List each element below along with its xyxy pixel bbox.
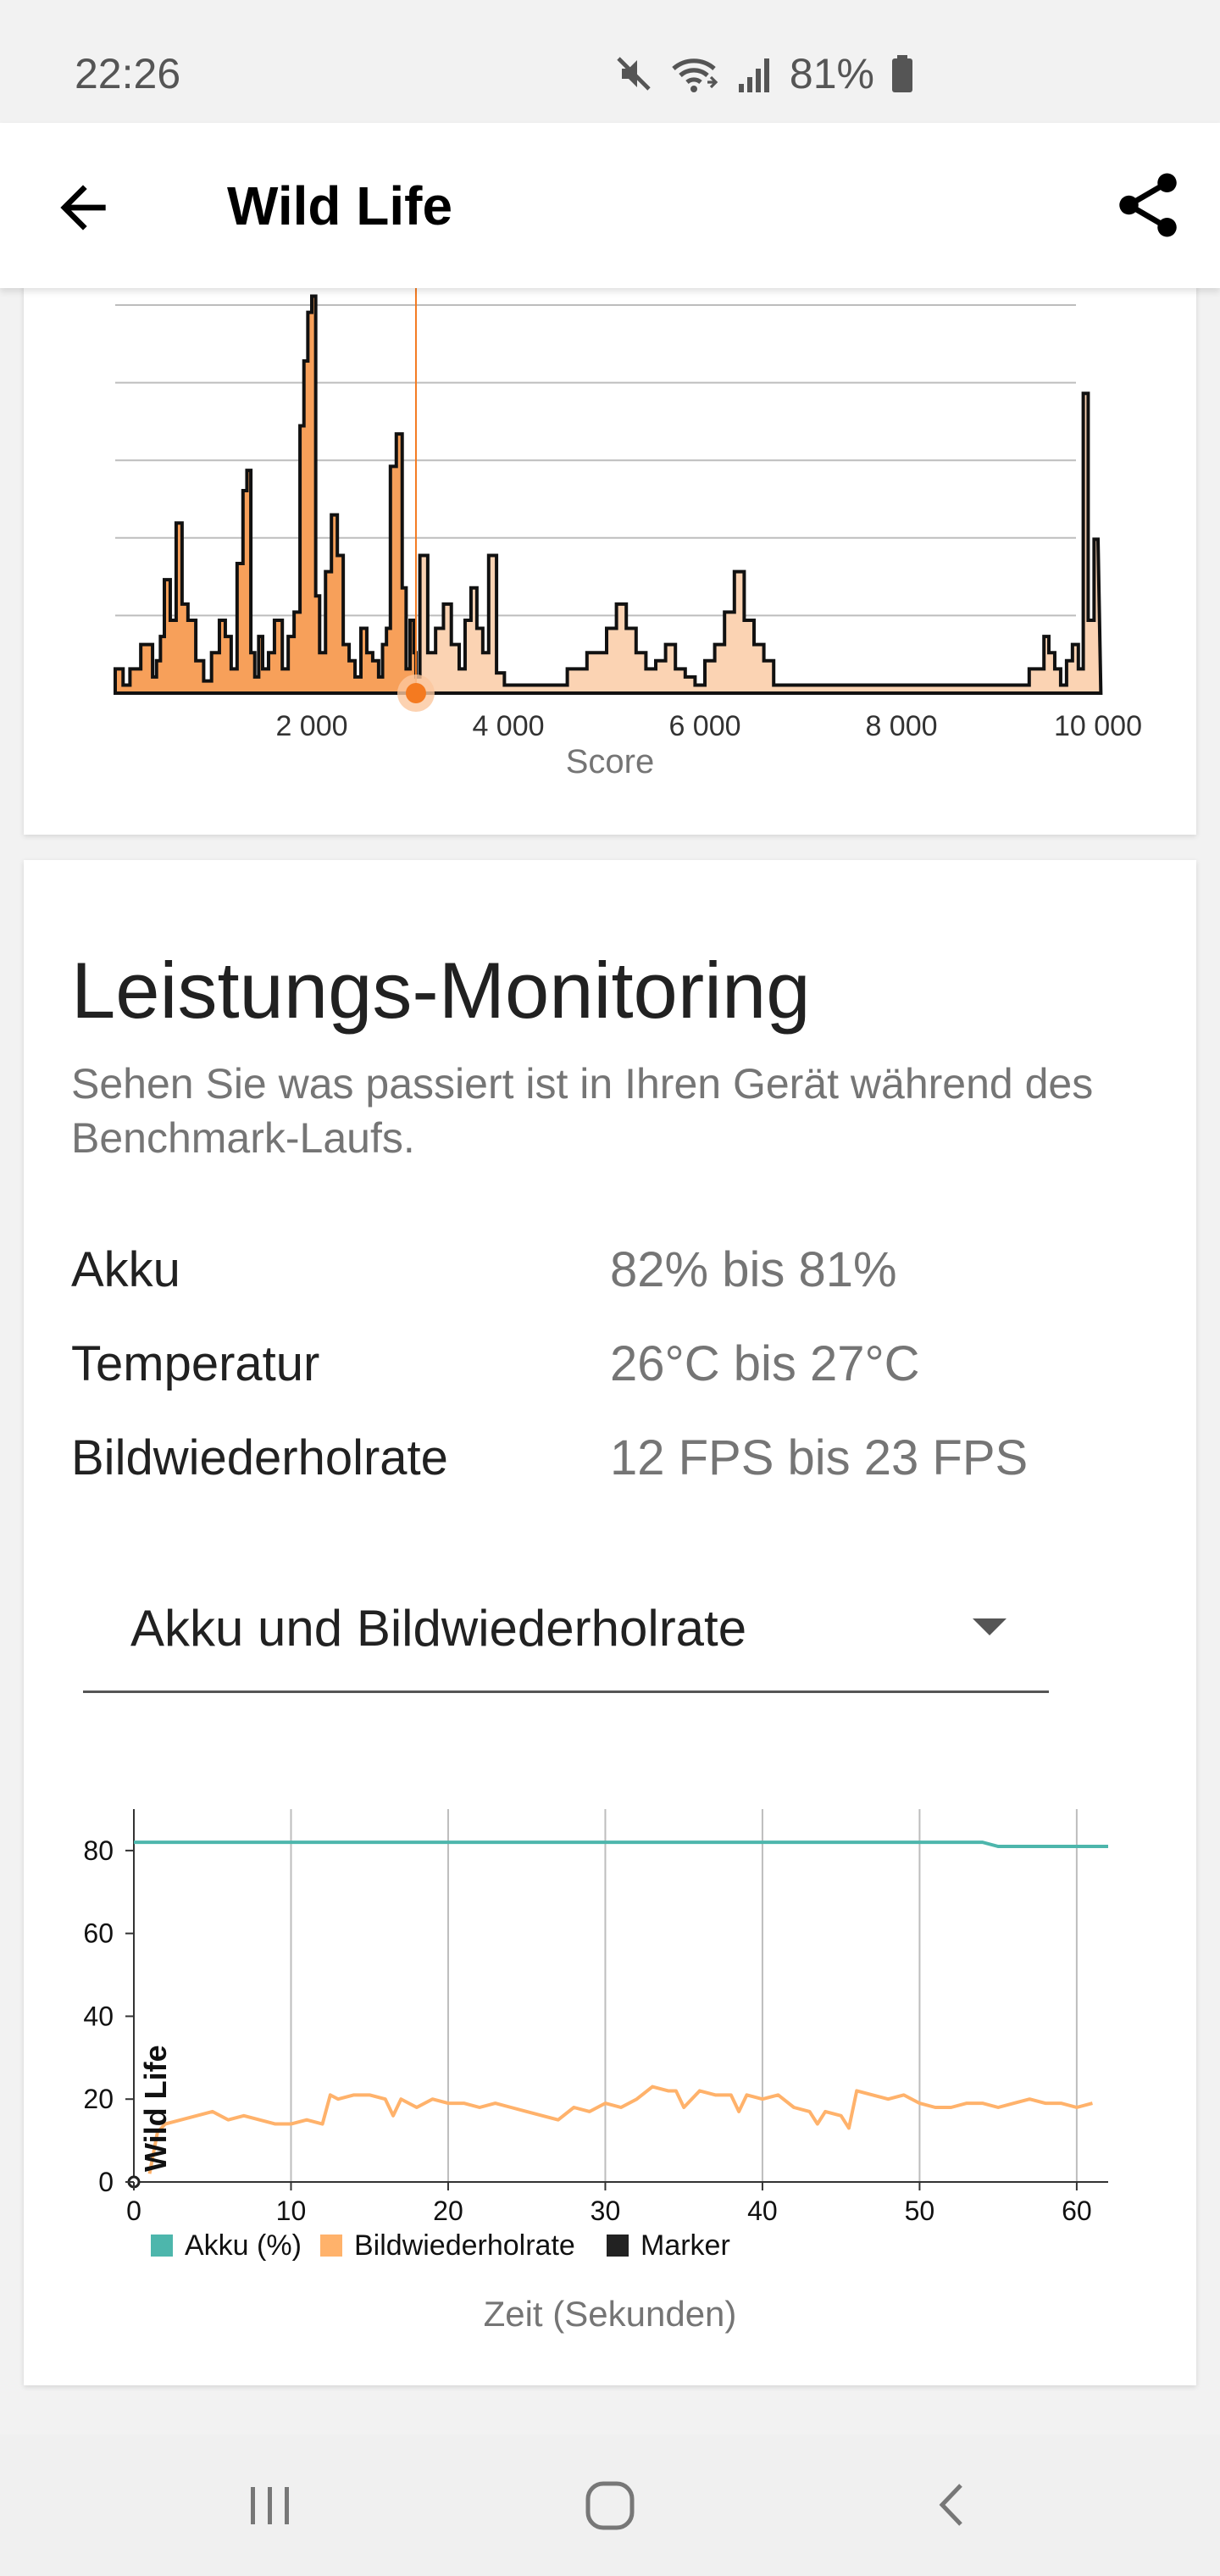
legend-label: Akku (%) [185,2229,302,2262]
histogram-tick-label: 6 000 [668,710,740,742]
section-title: Leistungs-Monitoring [71,946,811,1035]
battery-series-line [134,1840,1108,1848]
monitoring-line-chart: Wild Life 0 10 20 30 40 50 60 0 20 40 60 80 Akku (%… [83,1809,1108,2334]
histogram-area-below-score [115,296,416,693]
legend-swatch [607,2235,629,2257]
x-tick-label: 60 [1062,2196,1092,2226]
marker-label: Wild Life [138,2045,173,2172]
battery-icon [890,53,915,94]
legend-label: Bildwiederholrate [354,2229,575,2262]
stat-label: Akku [71,1242,180,1297]
share-icon [1119,173,1177,237]
status-icons: 81% [613,49,915,98]
arrow-left-icon [60,185,106,230]
x-tick-label: 40 [747,2196,778,2226]
mute-icon [613,53,654,94]
histogram-x-label: Score [566,743,655,780]
app-bar: Wild Life [0,123,1220,288]
stat-value: 26°C bis 27°C [610,1336,920,1391]
y-tick-label: 60 [83,1918,114,1949]
histogram-tick-label: 8 000 [865,710,937,742]
framerate-series-line [147,2085,1093,2174]
page-title: Wild Life [227,175,453,236]
histogram-tick-label: 4 000 [472,710,544,742]
caret-down-icon [973,1618,1006,1635]
x-tick-label: 20 [433,2196,463,2226]
legend-label: Marker [640,2229,730,2262]
score-distribution-card: 2 000 4 000 6 000 8 000 10 000 Score [24,203,1196,835]
status-time: 22:26 [75,50,181,97]
stat-label: Bildwiederholrate [71,1430,448,1485]
score-histogram: 2 000 4 000 6 000 8 000 10 000 Score [114,203,1142,780]
legend-swatch [151,2235,173,2257]
histogram-tick-label: 2 000 [275,710,347,742]
home-icon [585,2481,635,2530]
histogram-area-above-score [415,393,1101,693]
chart-selector-dropdown[interactable]: Akku und Bildwiederholrate [83,1572,1049,1693]
chart-legend: Akku (%) Bildwiederholrate Marker [151,2229,730,2262]
performance-monitoring-card: Leistungs-Monitoring Sehen Sie was passi… [24,860,1196,2385]
score-marker-dot [405,683,426,703]
status-bar: 22:26 81% [0,0,1220,123]
x-tick-label: 50 [905,2196,935,2226]
stat-label: Temperatur [71,1336,320,1391]
histogram-tick-label: 10 000 [1054,710,1142,742]
y-tick-label: 80 [83,1835,114,1866]
share-button[interactable] [1110,167,1186,243]
back-nav-button[interactable] [923,2475,983,2539]
recent-apps-button[interactable] [241,2475,300,2539]
x-tick-label: 0 [126,2196,141,2226]
y-tick-label: 20 [83,2084,114,2114]
wifi-icon [669,53,722,94]
section-subtitle: Sehen Sie was passiert ist in Ihren Gerä… [71,1060,1094,1162]
x-tick-label: 10 [276,2196,307,2226]
stat-value: 12 FPS bis 23 FPS [610,1430,1029,1485]
histogram-outline [114,294,1103,695]
recent-apps-icon [251,2487,289,2524]
battery-percent: 81% [789,50,874,97]
system-navigation-bar [0,2434,1220,2576]
signal-icon [737,53,774,94]
dropdown-selected-value: Akku und Bildwiederholrate [130,1600,747,1657]
home-button[interactable] [581,2475,640,2539]
back-button[interactable] [49,174,117,242]
x-tick-label: 30 [591,2196,621,2226]
legend-swatch [320,2235,342,2257]
y-tick-label: 40 [83,2001,114,2031]
y-tick-label: 0 [98,2167,114,2197]
chevron-left-icon [939,2484,962,2526]
stat-value: 82% bis 81% [610,1242,897,1297]
line-chart-x-label: Zeit (Sekunden) [484,2294,737,2334]
